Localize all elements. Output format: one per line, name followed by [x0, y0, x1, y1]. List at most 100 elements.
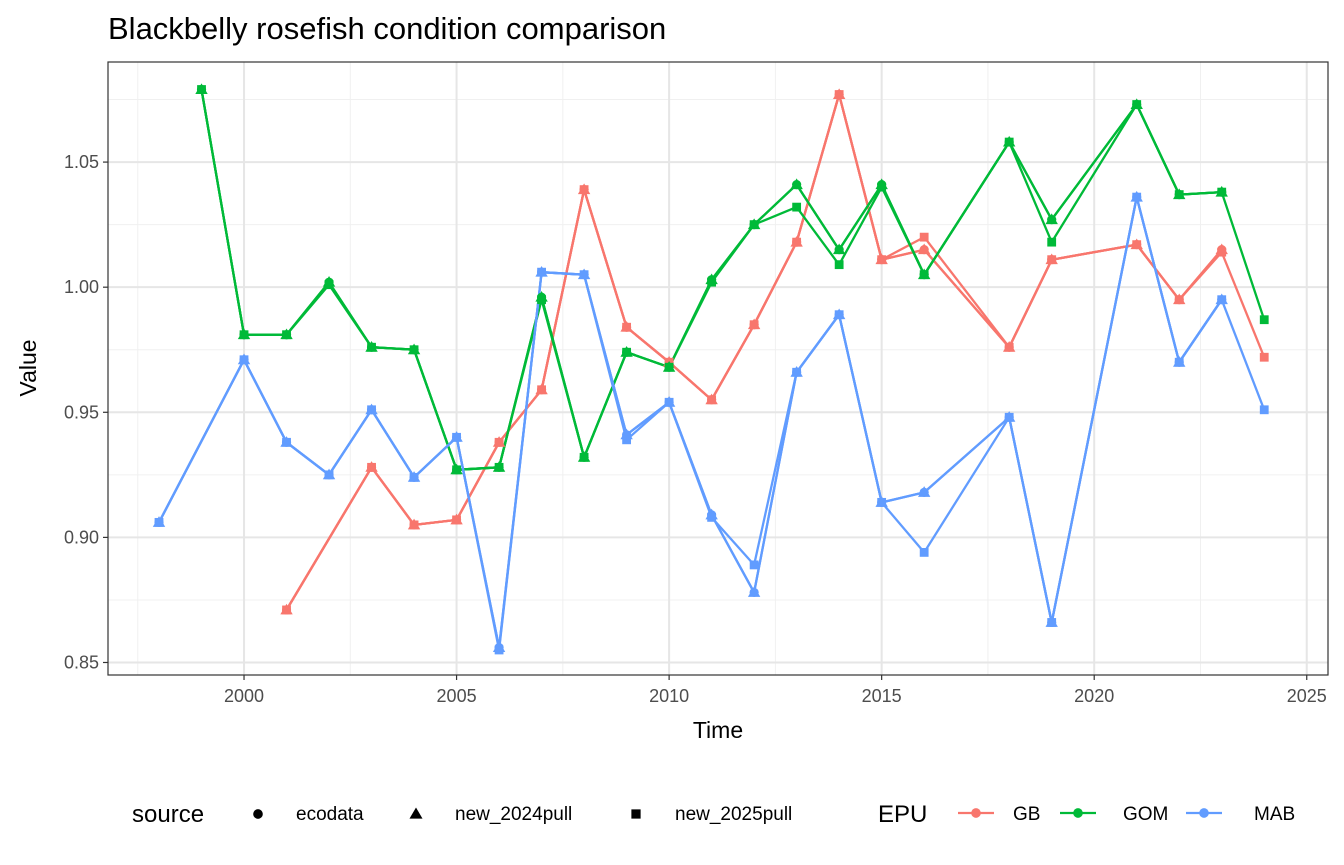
series-points	[152, 83, 1269, 655]
point-mab-new_2025pull	[1047, 618, 1057, 627]
plot-border	[107, 61, 1329, 676]
line-gom-new_2025pull	[200, 89, 1266, 471]
point-mab-new_2024pull	[917, 486, 931, 497]
point-gom-new_2025pull	[367, 342, 376, 352]
point-mab-new_2025pull	[409, 472, 419, 482]
point-gom-new_2025pull	[239, 330, 249, 340]
legend-point-key	[1199, 808, 1209, 818]
legend-source-title: source	[132, 801, 204, 828]
point-mab-new_2025pull	[1259, 405, 1269, 415]
point-mab-new_2025pull	[452, 432, 461, 442]
point-gom-new_2025pull	[919, 270, 929, 280]
line-gb-new_2024pull	[285, 93, 1223, 611]
point-mab-new_2025pull	[239, 355, 249, 365]
grid	[108, 62, 1328, 675]
point-gom-new_2025pull	[1047, 237, 1057, 247]
point-gb-new_2025pull	[707, 395, 717, 405]
y-axis-ticks: 0.85 0.90 0.95 1.00 1.05	[64, 152, 108, 672]
point-gb-new_2025pull	[877, 255, 887, 265]
point-mab-new_2025pull	[1004, 412, 1014, 422]
legend-epu-entries: GB GOM MAB	[958, 804, 1295, 825]
point-gom-new_2025pull	[494, 462, 504, 472]
point-gb-new_2025pull	[622, 322, 632, 332]
point-mab-new_2025pull	[579, 270, 589, 280]
legend-circle-icon	[253, 809, 263, 819]
y-tick-label: 0.95	[64, 402, 99, 422]
point-gom-new_2024pull	[1045, 213, 1058, 225]
point-gb-new_2025pull	[1174, 295, 1184, 305]
point-mab-new_2025pull	[1217, 295, 1227, 305]
point-mab-new_2025pull	[664, 397, 674, 407]
point-mab-new_2025pull	[792, 367, 802, 377]
point-gb-new_2025pull	[537, 385, 546, 395]
point-gb-new_2025pull	[792, 237, 802, 247]
point-gom-new_2025pull	[452, 465, 461, 475]
legend-source-label: ecodata	[296, 804, 364, 825]
y-tick-label: 1.05	[64, 152, 99, 172]
point-gb-new_2025pull	[749, 320, 759, 330]
point-gom-new_2025pull	[749, 220, 759, 230]
x-axis-title: Time	[693, 717, 743, 743]
point-mab-new_2025pull	[919, 548, 929, 557]
point-mab-new_2025pull	[834, 310, 844, 320]
point-gb-new_2025pull	[579, 185, 589, 195]
x-tick-label: 2005	[437, 686, 477, 706]
y-tick-label: 0.90	[64, 527, 99, 547]
point-mab-new_2025pull	[537, 267, 546, 277]
chart-title: Blackbelly rosefish condition comparison	[108, 11, 666, 46]
point-gom-new_2025pull	[537, 295, 546, 305]
legend-source-label: new_2024pull	[455, 804, 572, 825]
point-gb-new_2025pull	[1004, 342, 1014, 352]
y-tick-label: 1.00	[64, 277, 99, 297]
point-gb-new_2025pull	[409, 520, 419, 530]
y-tick-label: 0.85	[64, 652, 99, 672]
point-gom-new_2025pull	[707, 277, 717, 287]
point-gom-new_2025pull	[834, 260, 844, 270]
legend-epu-label: GOM	[1123, 804, 1168, 825]
point-gom-new_2025pull	[197, 85, 206, 94]
point-gom-new_2025pull	[664, 362, 674, 372]
point-mab-new_2025pull	[622, 435, 632, 445]
point-gom-new_2025pull	[409, 345, 419, 355]
point-gom-new_2025pull	[1174, 190, 1184, 200]
point-gom-new_2025pull	[579, 452, 589, 462]
point-gom-new_2025pull	[622, 347, 632, 357]
legend-point-key	[1073, 808, 1083, 818]
y-axis-title: Value	[15, 339, 41, 396]
x-tick-label: 2010	[649, 686, 689, 706]
legend-square-icon	[631, 809, 641, 819]
point-mab-new_2025pull	[494, 645, 504, 655]
x-tick-label: 2000	[224, 686, 264, 706]
point-gb-new_2025pull	[282, 605, 291, 615]
point-mab-new_2025pull	[367, 405, 376, 415]
point-gom-new_2025pull	[792, 202, 802, 212]
x-tick-label: 2020	[1074, 686, 1114, 706]
line-mab-new_2024pull	[157, 195, 1223, 649]
legend-source-entries: ecodata new_2024pull new_2025pull	[253, 804, 792, 825]
line-gb-ecodata	[285, 93, 1223, 611]
point-gb-new_2025pull	[1132, 240, 1142, 250]
point-gb-new_2025pull	[494, 437, 504, 447]
legend-source-label: new_2025pull	[675, 804, 792, 825]
x-axis-ticks: 2000 2005 2010 2015 2020 2025	[224, 675, 1327, 706]
legend-point-key	[971, 808, 981, 818]
point-gb-new_2025pull	[367, 462, 376, 472]
point-mab-new_2025pull	[707, 512, 717, 522]
point-gb-new_2024pull	[917, 243, 931, 255]
point-mab-new_2025pull	[282, 437, 291, 447]
line-mab-new_2025pull	[157, 195, 1266, 652]
point-gb-new_2025pull	[1047, 255, 1057, 265]
legend-triangle-icon	[409, 807, 423, 819]
point-gom-new_2025pull	[1132, 100, 1142, 109]
legend: source ecodata new_2024pull new_2025pull E…	[132, 801, 1295, 828]
line-mab-ecodata	[157, 195, 1223, 649]
point-gom-new_2025pull	[1004, 137, 1014, 147]
x-tick-label: 2025	[1287, 686, 1327, 706]
point-mab-new_2025pull	[1132, 192, 1142, 202]
point-gom-new_2025pull	[324, 280, 334, 290]
point-mab-new_2025pull	[1174, 357, 1184, 367]
point-gom-new_2025pull	[877, 182, 887, 192]
point-gom-new_2025pull	[1259, 315, 1269, 325]
point-mab-new_2025pull	[324, 470, 334, 480]
